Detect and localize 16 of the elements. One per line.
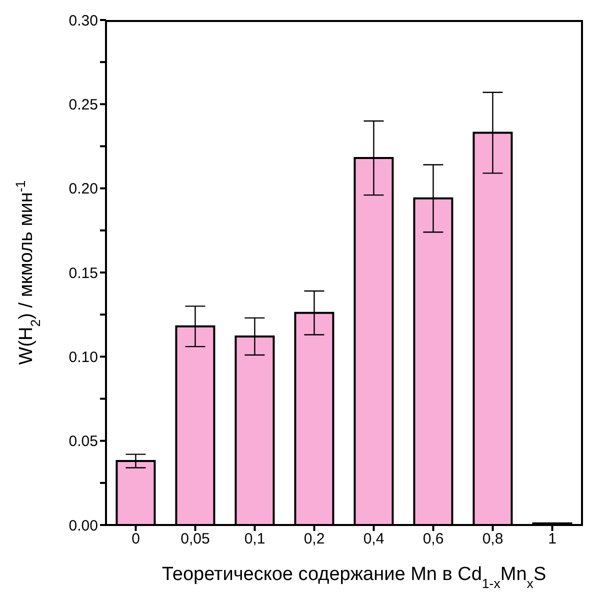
- y-tick-label: 0.25: [68, 96, 98, 114]
- x-tick-label: 1: [548, 530, 556, 548]
- x-axis-title: Теоретическое содержание Mn в Cd$_{1-x}$Mn$_{x}$S: [162, 564, 546, 590]
- y-tick-label: 0.15: [68, 264, 98, 282]
- x-tick-label: 0: [132, 530, 140, 548]
- x-tick-label: 0,1: [244, 530, 266, 548]
- x-tick-label: 0,8: [482, 530, 504, 548]
- y-tick-label: 0.05: [68, 433, 98, 450]
- y-tick-label: 0.10: [68, 348, 98, 366]
- y-tick-label: 0.20: [68, 180, 98, 198]
- x-tick-label: 0,05: [180, 530, 210, 548]
- y-tick-label: 0.30: [68, 12, 98, 30]
- y-tick-label: 0.00: [68, 517, 98, 534]
- x-tick-label: 0,6: [422, 530, 444, 548]
- x-tick-label: 0,4: [363, 530, 384, 548]
- x-tick-label: 0,2: [304, 530, 325, 548]
